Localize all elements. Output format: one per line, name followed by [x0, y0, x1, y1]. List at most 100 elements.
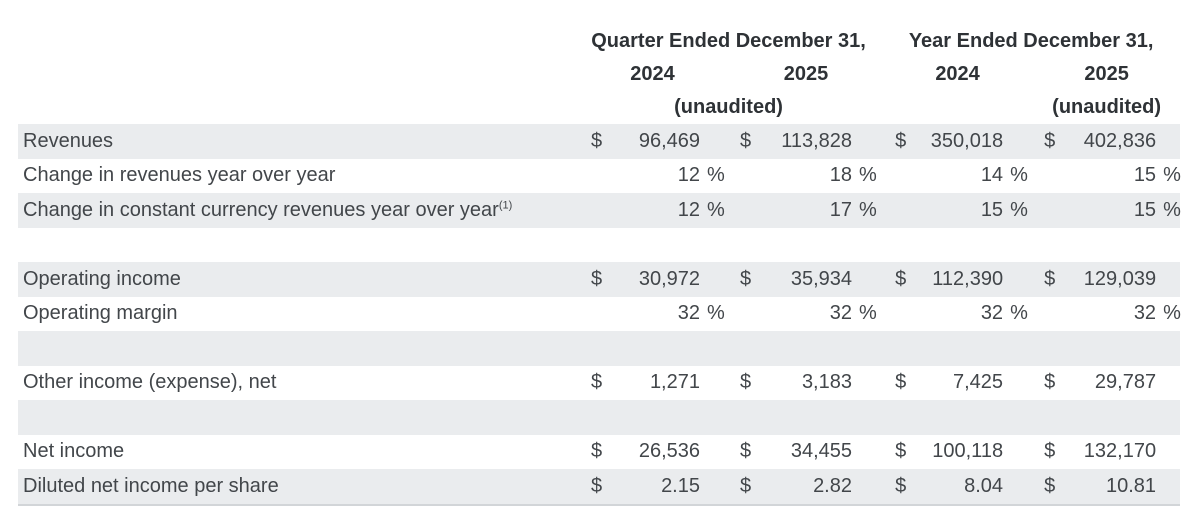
currency-symbol: $ [1044, 440, 1056, 463]
value-cell [601, 331, 700, 366]
value-cell: 113,828 [754, 124, 852, 159]
row-label-cell [18, 400, 575, 435]
table-row: Operating margin 32 % 32 % 32 % 32 % [18, 297, 1181, 332]
table-row [18, 331, 1181, 366]
currency-symbol: $ [730, 262, 754, 297]
value-cell: 29,787 [1094, 371, 1157, 394]
currency-symbol [730, 400, 754, 435]
value-cell: 10.81 [1057, 469, 1157, 506]
currency-symbol: $ [882, 262, 909, 297]
header-spacer [882, 91, 1033, 124]
percent-sign [1156, 400, 1181, 435]
percent-sign: % [1163, 164, 1181, 187]
currency-symbol [730, 297, 754, 332]
value-cell: 15 [908, 193, 1004, 228]
value-cell [1057, 228, 1156, 263]
value-cell: 32 [677, 302, 700, 325]
percent-sign [852, 435, 882, 470]
percent-sign [1003, 331, 1034, 366]
value-cell [908, 228, 1003, 263]
percent-sign [1156, 124, 1181, 159]
row-label-footnote: (1) [498, 199, 513, 212]
annual-year-2025: 2025 [1084, 63, 1129, 85]
value-cell [754, 331, 852, 366]
row-label-cell: Change in constant currency revenues yea… [18, 193, 575, 228]
currency-symbol: $ [591, 440, 603, 463]
percent-sign: % [859, 302, 877, 325]
currency-symbol [882, 297, 908, 332]
table-row: Revenues $ 96,469 $ 113,828 $ 350,018 $ … [18, 124, 1181, 159]
percent-sign [700, 366, 730, 401]
currency-symbol [1033, 228, 1057, 263]
currency-symbol [575, 193, 601, 228]
currency-symbol: $ [575, 124, 602, 159]
percent-sign [852, 400, 883, 435]
currency-symbol: $ [740, 440, 752, 463]
row-label: Revenues [23, 129, 114, 152]
value-cell: 15 [1133, 164, 1157, 187]
row-label: Net income [23, 440, 125, 463]
row-label-cell [18, 228, 575, 263]
currency-symbol [1033, 331, 1058, 366]
percent-sign [1003, 400, 1034, 435]
percent-sign [700, 228, 730, 263]
currency-symbol [882, 228, 908, 263]
header-spacer [18, 91, 575, 124]
row-label: Operating income [23, 267, 181, 290]
header-year-row: 2024 2025 2024 2025 [18, 58, 1180, 91]
annual-year-2024: 2024 [935, 63, 980, 85]
currency-symbol [575, 159, 601, 194]
value-cell: 100,118 [932, 440, 1004, 463]
header-spacer [18, 25, 575, 58]
currency-symbol: $ [895, 371, 907, 394]
value-cell: 7,425 [953, 371, 1004, 394]
percent-sign [1156, 262, 1181, 297]
currency-symbol: $ [882, 469, 909, 506]
value-cell [1057, 400, 1157, 435]
value-cell: 32 [1133, 302, 1157, 325]
currency-symbol [575, 297, 601, 332]
value-cell [908, 400, 1004, 435]
row-label: Change in revenues year over year [23, 164, 336, 187]
currency-symbol [730, 331, 754, 366]
currency-symbol [1033, 297, 1057, 332]
quarter-year-2024: 2024 [630, 63, 675, 85]
value-cell: 26,536 [638, 440, 700, 463]
percent-sign: % [707, 302, 725, 325]
currency-symbol: $ [882, 124, 909, 159]
quarter-group-title: Quarter Ended December 31, [591, 30, 866, 52]
currency-symbol [575, 228, 601, 263]
row-label-cell: Operating margin [18, 297, 575, 332]
currency-symbol [730, 228, 754, 263]
row-label: Diluted net income per share [23, 474, 279, 497]
percent-sign [700, 331, 730, 366]
currency-symbol: $ [1044, 371, 1056, 394]
percent-sign [852, 262, 883, 297]
value-cell: 1,271 [649, 371, 700, 394]
currency-symbol: $ [895, 440, 907, 463]
percent-sign [852, 124, 883, 159]
percent-sign: % [707, 164, 725, 187]
currency-symbol: $ [1033, 262, 1058, 297]
percent-sign [1156, 331, 1181, 366]
percent-sign: % [700, 193, 730, 228]
value-cell: 12 [601, 193, 700, 228]
financial-results-table: Quarter Ended December 31, Year Ended De… [18, 25, 1181, 506]
percent-sign [1156, 435, 1180, 470]
header-spacer [18, 58, 575, 91]
table-row: Other income (expense), net $ 1,271 $ 3,… [18, 366, 1180, 401]
percent-sign [1156, 228, 1180, 263]
percent-sign: % [1003, 193, 1034, 228]
percent-sign [1156, 469, 1181, 506]
value-cell: 3,183 [801, 371, 852, 394]
percent-sign [700, 262, 730, 297]
percent-sign [1156, 366, 1180, 401]
percent-sign [852, 366, 882, 401]
value-cell: 402,836 [1057, 124, 1157, 159]
currency-symbol [1033, 400, 1058, 435]
percent-sign: % [1156, 193, 1181, 228]
row-label-cell: Other income (expense), net [18, 366, 575, 401]
table-header: Quarter Ended December 31, Year Ended De… [18, 25, 1180, 124]
currency-symbol [1033, 193, 1058, 228]
